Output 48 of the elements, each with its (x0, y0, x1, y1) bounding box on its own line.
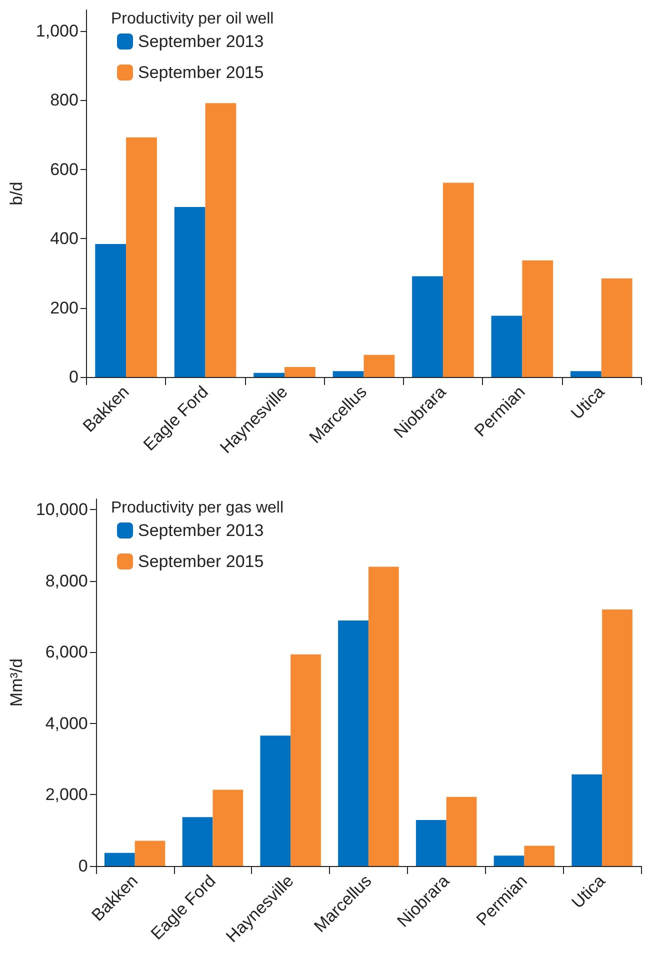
bar (494, 856, 524, 866)
bar (174, 207, 206, 377)
bar (491, 316, 522, 377)
bar (602, 609, 632, 866)
bar (570, 371, 602, 377)
y-tick-label: 2,000 (45, 785, 88, 804)
y-tick-label: 0 (68, 368, 78, 386)
y-tick-label: 400 (50, 229, 78, 248)
legend-label: September 2013 (138, 32, 264, 51)
bar (524, 846, 555, 866)
bar (95, 244, 126, 377)
bar (284, 366, 316, 377)
legend-title: Productivity per oil well (111, 10, 274, 28)
y-axis-title: b/d (7, 182, 26, 206)
bar (134, 840, 166, 866)
legend-label: September 2013 (138, 521, 264, 540)
y-tick-label: 600 (50, 160, 78, 179)
y-tick-label: 200 (50, 298, 78, 318)
y-tick-label: 0 (78, 856, 88, 876)
bar (338, 620, 368, 866)
bar (212, 790, 244, 866)
bar (446, 796, 477, 866)
bar (205, 103, 236, 377)
legend-label: September 2015 (138, 63, 264, 82)
bar (572, 774, 602, 866)
bar (364, 354, 395, 377)
y-tick-label: 8,000 (45, 571, 88, 590)
bar (104, 852, 135, 866)
bar (254, 372, 284, 377)
bar (412, 276, 443, 377)
bar (260, 736, 291, 866)
bar (290, 654, 321, 866)
y-tick-label: 4,000 (45, 714, 88, 733)
legend-label: September 2015 (138, 552, 264, 571)
y-tick-label: 800 (50, 90, 78, 110)
bar (182, 817, 213, 866)
y-tick-label: 1,000 (36, 21, 78, 40)
y-tick-label: 10,000 (36, 500, 88, 520)
y-tick-label: 6,000 (45, 642, 88, 662)
bar (416, 820, 446, 866)
bar (368, 566, 399, 866)
legend-title: Productivity per gas well (111, 500, 284, 516)
bar (126, 137, 157, 377)
y-axis-title: Mm³/d (7, 658, 26, 707)
bar (522, 260, 554, 377)
bar (332, 371, 364, 377)
bar (442, 182, 474, 377)
bar (601, 278, 632, 377)
